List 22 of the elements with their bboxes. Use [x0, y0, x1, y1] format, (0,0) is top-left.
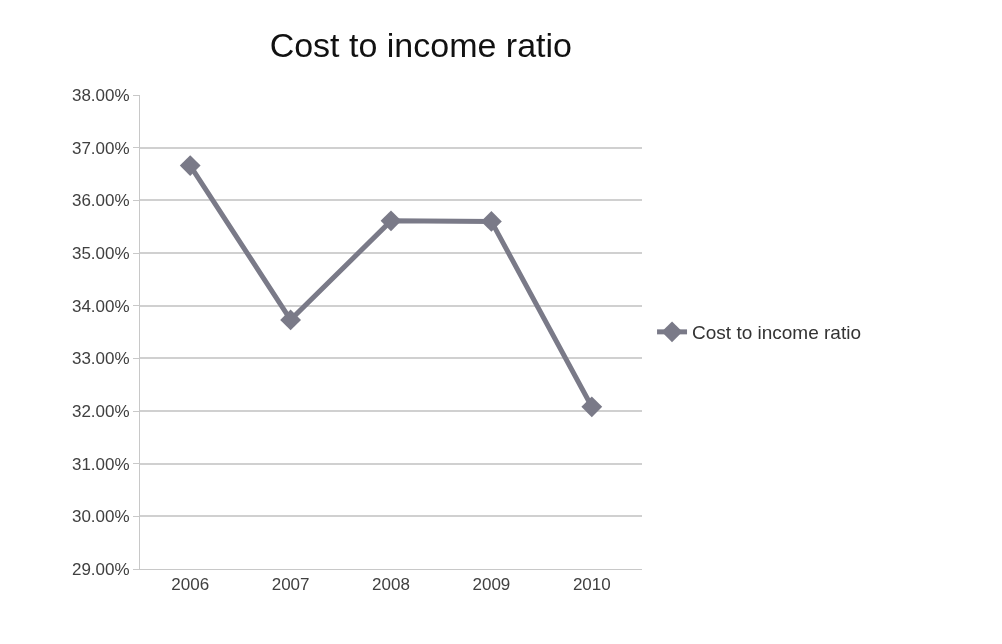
x-tick-label: 2008: [372, 575, 410, 595]
y-tick-label: 34.00%: [71, 296, 130, 316]
y-tick-label: 29.00%: [71, 559, 130, 579]
y-tick-label: 37.00%: [71, 138, 130, 158]
legend-label: Cost to income ratio: [692, 322, 862, 344]
point: [179, 155, 201, 176]
point: [280, 309, 301, 331]
chart-title: Cost to income ratio: [269, 25, 573, 64]
y-tick-label: 33.00%: [71, 349, 130, 369]
y-tick-label: 36.00%: [71, 191, 130, 211]
point: [581, 396, 603, 418]
y-tick-label: 35.00%: [71, 243, 130, 263]
point: [380, 210, 402, 232]
point: [481, 211, 502, 232]
y-tick-label: 32.00%: [71, 401, 130, 421]
x-tick-label: 2006: [171, 575, 210, 595]
x-tick-label: 2009: [472, 575, 511, 595]
y-tick-label: 38.00%: [71, 85, 130, 105]
x-tick-label: 2010: [572, 575, 611, 595]
y-tick-label: 30.00%: [71, 507, 130, 527]
y-tick-label: 31.00%: [71, 454, 130, 474]
x-tick-label: 2007: [271, 575, 310, 595]
